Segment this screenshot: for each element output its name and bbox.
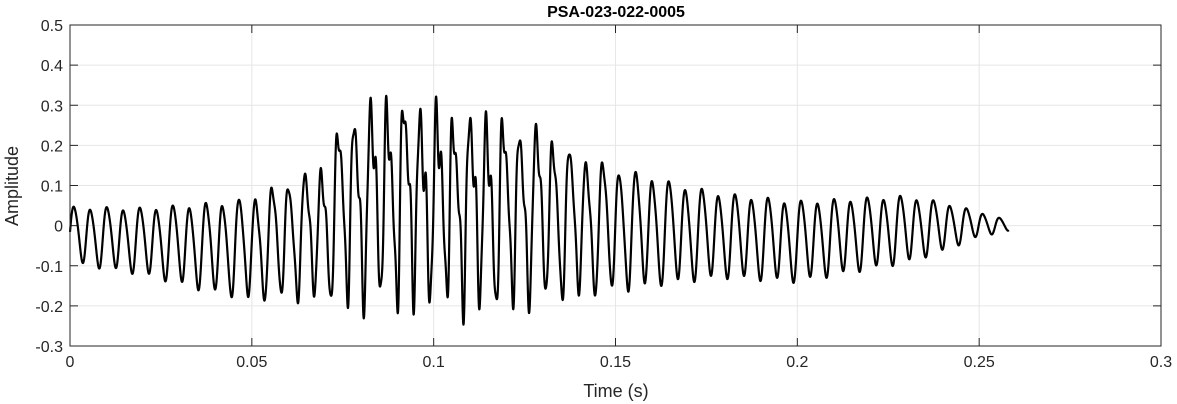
x-tick-label: 0.15: [600, 354, 631, 371]
y-tick-label: 0.3: [41, 98, 63, 115]
chart-title: PSA-023-022-0005: [547, 4, 685, 21]
x-tick-label: 0.3: [1150, 354, 1172, 371]
x-tick-label: 0.2: [786, 354, 808, 371]
x-axis-label: Time (s): [583, 381, 648, 401]
axes-frame: [69, 24, 1162, 347]
y-tick-label: 0.5: [41, 18, 63, 35]
x-tick-label: 0.1: [423, 354, 445, 371]
y-tick-label: -0.3: [35, 339, 63, 356]
x-tick-label: 0: [66, 354, 75, 371]
y-tick-label: 0.4: [41, 58, 63, 75]
y-tick-label: -0.2: [35, 299, 63, 316]
y-tick-label: -0.1: [35, 259, 63, 276]
y-tick-label: 0.1: [41, 179, 63, 196]
y-tick-label: 0: [54, 219, 63, 236]
x-tick-label: 0.25: [964, 354, 995, 371]
y-tick-label: 0.2: [41, 138, 63, 155]
y-tick-labels: -0.3 -0.2 -0.1 0 0.1 0.2 0.3 0.4 0.5: [35, 18, 63, 356]
x-tick-label: 0.05: [236, 354, 267, 371]
series-line-amplitude: [68, 94, 1010, 326]
x-tick-labels: 0 0.05 0.1 0.15 0.2 0.25 0.3: [66, 354, 1173, 371]
y-axis-label: Amplitude: [2, 146, 22, 226]
